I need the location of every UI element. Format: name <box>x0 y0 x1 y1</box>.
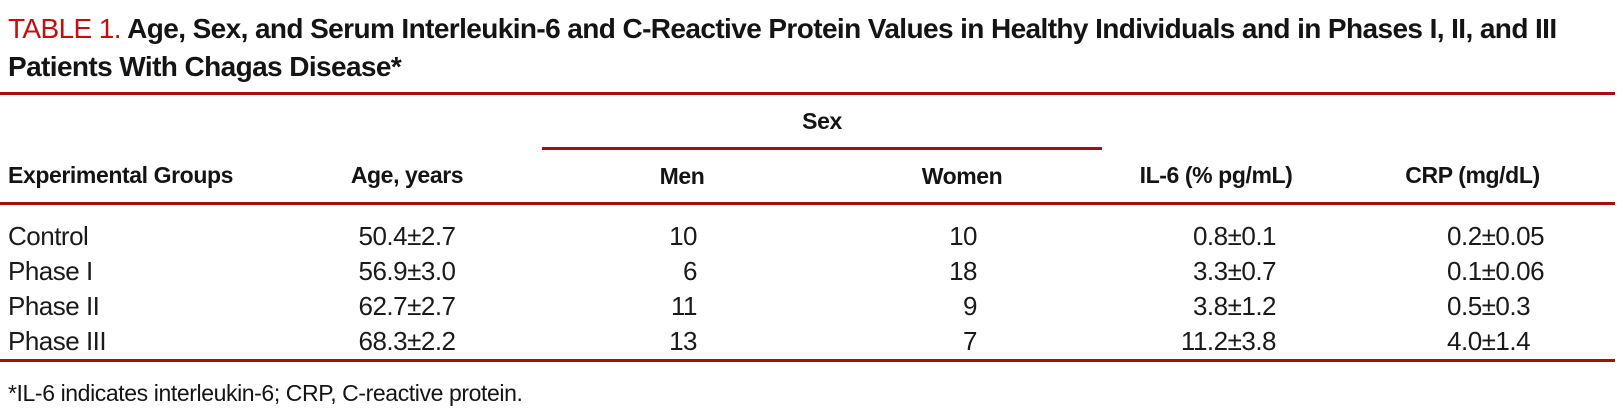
il6-cell: 3.3±0.7 <box>1102 254 1330 289</box>
spacer-cell <box>272 94 542 149</box>
men-cell: 10 <box>542 204 822 255</box>
crp-cell: 0.2±0.05 <box>1447 221 1545 251</box>
il6-value: 3.8±1.2 <box>1192 291 1277 321</box>
table-body: Control 50.4±2.7 10 10 0.8±0.1 0.2±0.05 … <box>0 204 1615 361</box>
women-cell: 9 <box>822 289 1102 324</box>
il6-value: 11.2±3.8 <box>1180 326 1277 356</box>
header-age: Age, years <box>272 148 542 205</box>
table-row-phase-1: Phase I 56.9±3.0 6 18 3.3±0.7 0.1±0.06 <box>0 254 1615 289</box>
women-cell: 7 <box>822 324 1102 361</box>
il6-cell: 3.8±1.2 <box>1102 289 1330 324</box>
spacer-cell <box>1330 94 1615 149</box>
table-row-phase-2: Phase II 62.7±2.7 11 9 3.8±1.2 0.5±0.3 <box>0 289 1615 324</box>
women-value: 9 <box>963 291 977 321</box>
spacer-cell <box>1102 94 1330 149</box>
header-experimental-groups: Experimental Groups <box>0 148 272 205</box>
table-footnote: *IL-6 indicates interleukin-6; CRP, C-re… <box>8 380 523 406</box>
group-cell: Phase III <box>8 326 107 356</box>
men-cell: 11 <box>542 289 822 324</box>
header-il6: IL-6 (% pg/mL) <box>1102 148 1331 205</box>
women-cell: 10 <box>822 204 1102 255</box>
table-row-phase-3: Phase III 68.3±2.2 13 7 11.2±3.8 4.0±1.4 <box>0 324 1615 361</box>
men-value: 10 <box>669 221 697 251</box>
age-cell: 68.3±2.2 <box>358 326 456 356</box>
crp-cell: 4.0±1.4 <box>1447 326 1531 356</box>
women-cell: 18 <box>822 254 1102 289</box>
table-title: TABLE 1. Age, Sex, and Serum Interleukin… <box>0 0 1615 86</box>
il6-cell: 11.2±3.8 <box>1102 324 1330 361</box>
table-header: Sex Experimental Groups Age, years Men W… <box>0 93 1616 205</box>
women-value: 10 <box>949 221 977 251</box>
group-cell: Phase I <box>8 256 93 286</box>
sex-group-row: Sex <box>0 93 1615 150</box>
men-value: 11 <box>671 291 698 321</box>
crp-cell: 0.1±0.06 <box>1447 256 1545 286</box>
il6-value: 3.3±0.7 <box>1192 256 1277 286</box>
women-value: 7 <box>963 326 977 356</box>
il6-value: 0.8±0.1 <box>1192 221 1277 251</box>
header-men: Men <box>542 148 822 205</box>
il6-cell: 0.8±0.1 <box>1102 204 1330 255</box>
group-cell: Phase II <box>8 291 100 321</box>
spacer-cell <box>0 94 272 149</box>
header-women: Women <box>822 148 1103 205</box>
sex-group-header: Sex <box>542 93 1103 150</box>
men-value: 6 <box>683 256 697 286</box>
table-row-control: Control 50.4±2.7 10 10 0.8±0.1 0.2±0.05 <box>0 204 1615 255</box>
age-cell: 50.4±2.7 <box>358 221 456 251</box>
group-cell: Control <box>8 221 89 251</box>
men-cell: 13 <box>542 324 822 361</box>
men-cell: 6 <box>542 254 822 289</box>
column-header-row: Experimental Groups Age, years Men Women… <box>0 148 1616 205</box>
women-value: 18 <box>949 256 977 286</box>
crp-cell: 0.5±0.3 <box>1447 291 1531 321</box>
age-cell: 62.7±2.7 <box>358 291 456 321</box>
data-table: Sex Experimental Groups Age, years Men W… <box>0 92 1616 362</box>
age-cell: 56.9±3.0 <box>358 256 456 286</box>
men-value: 13 <box>669 326 697 356</box>
table-caption: Age, Sex, and Serum Interleukin-6 and C-… <box>8 13 1557 82</box>
header-crp: CRP (mg/dL) <box>1330 148 1616 205</box>
table-number: TABLE 1. <box>8 13 122 44</box>
